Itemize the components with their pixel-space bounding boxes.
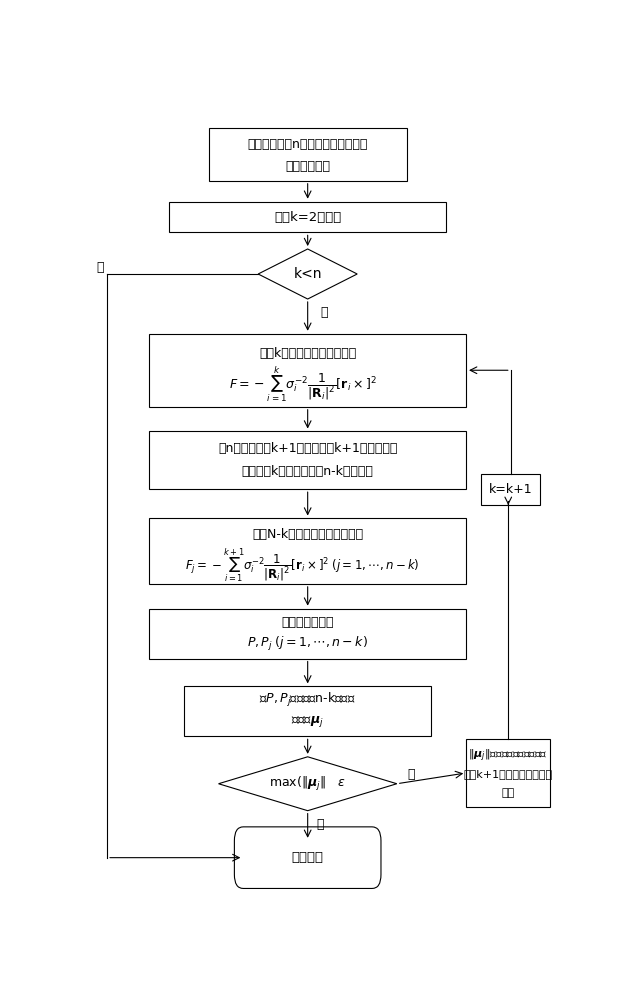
FancyBboxPatch shape	[481, 474, 541, 505]
Text: 由$P,P_j$阵，计算n-k组路标: 由$P,P_j$阵，计算n-k组路标	[259, 691, 356, 709]
Text: $\max(\|\boldsymbol{\mu}_j\|\quad\varepsilon$: $\max(\|\boldsymbol{\mu}_j\|\quad\vareps…	[269, 775, 346, 793]
Text: 规划结束: 规划结束	[291, 851, 324, 864]
Text: 对应的$\boldsymbol{\mu}_j$: 对应的$\boldsymbol{\mu}_j$	[291, 714, 324, 729]
FancyBboxPatch shape	[208, 128, 407, 181]
Text: k=k+1: k=k+1	[489, 483, 532, 496]
Text: 路标用于导航: 路标用于导航	[285, 160, 330, 173]
Text: 在n个路标中取k+1个路标，这k+1个路标中包: 在n个路标中取k+1个路标，这k+1个路标中包	[218, 442, 397, 455]
Text: 选择k=2个路标: 选择k=2个路标	[274, 211, 341, 224]
FancyBboxPatch shape	[150, 431, 466, 489]
Text: 由信息矩阵计算: 由信息矩阵计算	[281, 616, 334, 629]
Text: $F=-\sum_{i=1}^{k}\sigma_i^{-2}\dfrac{1}{|\mathbf{R}_i|^2}[\mathbf{r}_i\times]^2: $F=-\sum_{i=1}^{k}\sigma_i^{-2}\dfrac{1}…	[229, 364, 376, 404]
FancyBboxPatch shape	[150, 609, 466, 659]
Text: 问题描述：从n个路标中规划若干个: 问题描述：从n个路标中规划若干个	[247, 138, 368, 151]
Text: 是: 是	[316, 818, 324, 831]
FancyBboxPatch shape	[235, 827, 381, 888]
Text: k<n: k<n	[293, 267, 322, 281]
Text: 是: 是	[320, 306, 328, 319]
Text: $P,P_j\;(j=1,\cdots,n-k)$: $P,P_j\;(j=1,\cdots,n-k)$	[247, 635, 368, 653]
FancyBboxPatch shape	[169, 202, 446, 232]
Polygon shape	[219, 757, 397, 811]
Text: 计算k个路标对应的信息矩阵: 计算k个路标对应的信息矩阵	[259, 347, 357, 360]
Text: 结果: 结果	[502, 788, 515, 798]
Text: $F_j=-\sum_{i=1}^{k+1}\sigma_i^{-2}\dfrac{1}{|\mathbf{R}_i|^2}[\mathbf{r}_i\time: $F_j=-\sum_{i=1}^{k+1}\sigma_i^{-2}\dfra…	[185, 546, 420, 584]
Text: ‖$\boldsymbol{\mu}_j$‖最大对应的那组路标为: ‖$\boldsymbol{\mu}_j$‖最大对应的那组路标为	[468, 748, 548, 764]
FancyBboxPatch shape	[150, 334, 466, 407]
Text: 否: 否	[96, 261, 104, 274]
Text: 计算N-k组路标对应的信息矩阵: 计算N-k组路标对应的信息矩阵	[252, 528, 363, 541]
FancyBboxPatch shape	[466, 739, 550, 807]
FancyBboxPatch shape	[150, 518, 466, 584]
Polygon shape	[258, 249, 357, 299]
FancyBboxPatch shape	[184, 686, 431, 736]
Text: 否: 否	[408, 768, 415, 781]
Text: 含前面的k个路标。则有n-k组取法。: 含前面的k个路标。则有n-k组取法。	[242, 465, 374, 478]
Text: 观测k+1颗路标时规划后的: 观测k+1颗路标时规划后的	[464, 770, 553, 780]
